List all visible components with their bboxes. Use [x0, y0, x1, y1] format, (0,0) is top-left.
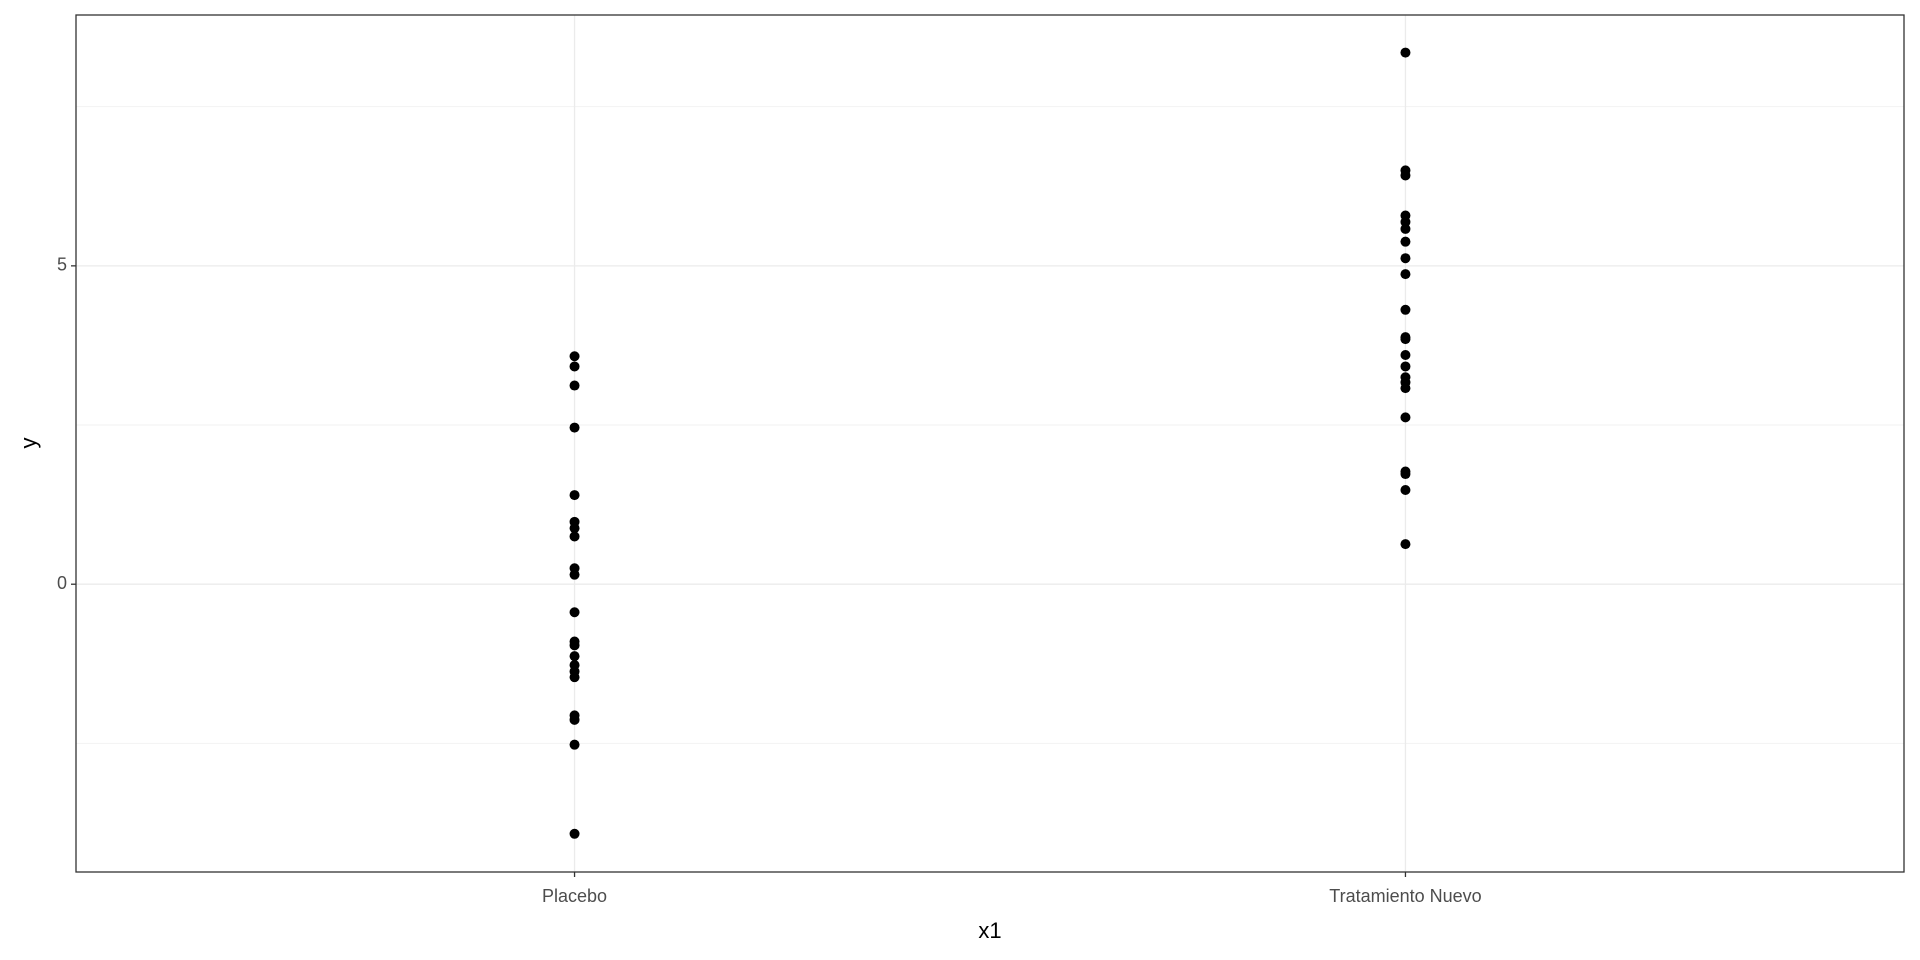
- point: [1400, 484, 1411, 495]
- point: [569, 640, 580, 651]
- point: [1400, 361, 1411, 372]
- point: [1400, 223, 1411, 234]
- y-axis-title: y: [16, 438, 41, 449]
- point: [569, 672, 580, 683]
- point: [569, 490, 580, 501]
- point: [1400, 539, 1411, 550]
- point: [569, 523, 580, 534]
- panel-border: [75, 14, 1905, 873]
- point: [1400, 253, 1411, 264]
- x-axis-title: x1: [978, 918, 1001, 943]
- point: [569, 569, 580, 580]
- point: [569, 380, 580, 391]
- point: [569, 651, 580, 662]
- point: [569, 531, 580, 542]
- point: [569, 361, 580, 372]
- point: [569, 607, 580, 618]
- point: [569, 714, 580, 725]
- point: [569, 422, 580, 433]
- y-tick-label: 0: [57, 573, 67, 593]
- point: [1400, 412, 1411, 423]
- point: [1400, 334, 1411, 345]
- point: [1400, 469, 1411, 480]
- point: [1400, 349, 1411, 360]
- point: [1400, 47, 1411, 58]
- point: [1400, 304, 1411, 315]
- point: [1400, 170, 1411, 181]
- point: [569, 828, 580, 839]
- x-tick-label: Tratamiento Nuevo: [1329, 886, 1481, 906]
- y-tick-label: 5: [57, 255, 67, 275]
- point: [1400, 236, 1411, 247]
- point: [569, 739, 580, 750]
- point: [1400, 216, 1411, 227]
- point: [1400, 383, 1411, 394]
- point: [1400, 269, 1411, 280]
- x-tick-label: Placebo: [542, 886, 607, 906]
- point: [569, 351, 580, 362]
